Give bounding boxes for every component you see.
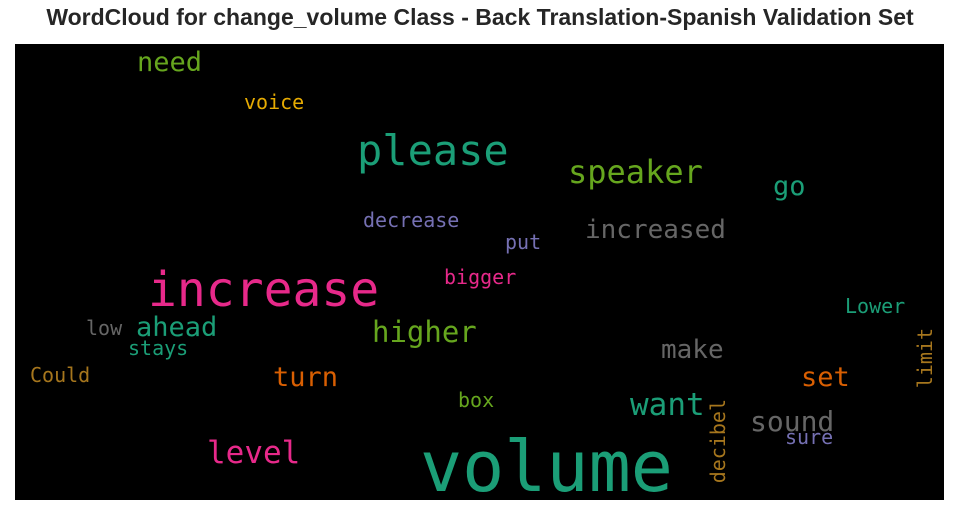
word-please: please [357,126,509,175]
word-speaker: speaker [568,153,703,191]
word-increase: increase [148,262,380,318]
wordcloud-canvas: volume increase please speaker increased leve… [15,44,944,500]
word-box: box [458,388,495,412]
word-lower: Lower [845,294,906,318]
word-go: go [773,171,806,202]
word-voice: voice [244,90,305,114]
word-ahead: ahead [136,312,218,343]
word-decibel: decibel [706,399,730,484]
word-stays: stays [128,336,189,360]
word-decrease: decrease [363,208,460,232]
word-sure: sure [785,425,834,449]
word-low: low [86,316,123,340]
word-could: Could [30,363,91,387]
word-sound: sound [750,405,835,438]
word-bigger: bigger [444,265,517,289]
word-put: put [505,230,542,254]
word-need: need [137,47,203,78]
word-want: want [630,387,705,423]
word-level: level [207,435,301,471]
word-volume: volume [420,426,673,500]
word-higher: higher [372,315,477,349]
word-increased: increased [585,215,726,245]
chart-title: WordCloud for change_volume Class - Back… [46,4,914,30]
word-make: make [661,335,724,365]
word-set: set [801,362,850,393]
word-limit: limit [913,328,937,389]
word-turn: turn [273,362,339,393]
